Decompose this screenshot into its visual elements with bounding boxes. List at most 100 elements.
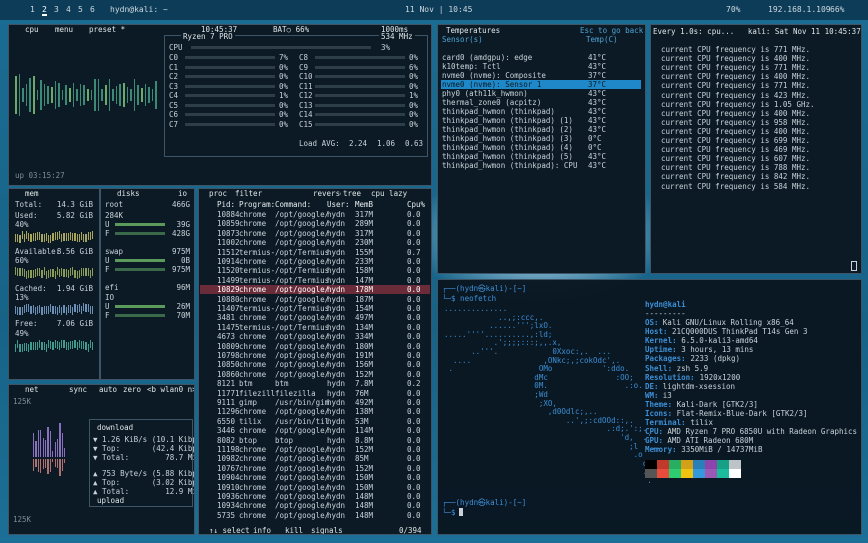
process-cell: 10767 (217, 463, 240, 473)
process-cell: 230M (355, 238, 374, 248)
prompt: ┌──(hydn㉿kali)-[~] (442, 284, 527, 293)
process-cell: chrome (239, 228, 267, 238)
palette-swatch (681, 460, 693, 469)
info-key: Icons: (645, 409, 673, 418)
panel-tab: net (23, 385, 41, 394)
mem-graph (26, 231, 28, 240)
process-cell: hydn (327, 435, 346, 445)
mem-graph (83, 234, 85, 243)
mem-graph (70, 305, 72, 314)
process-cell: 10850 (217, 360, 240, 370)
process-cell: 11198 (217, 445, 240, 454)
core-usage: 1% (279, 91, 289, 100)
process-cell: gimp (239, 398, 258, 407)
core-usage: 0% (279, 110, 289, 119)
net-graph (47, 426, 49, 457)
cpu-panel: cpu menu preset * 10:45:37 BAT○ 66% 1000ms Ryz… (8, 24, 432, 186)
net-graph (47, 459, 49, 475)
core-usage: 0% (409, 119, 419, 129)
core-label: C5 (169, 100, 179, 110)
mem-graph (63, 268, 65, 277)
process-cell: hydn (327, 304, 346, 313)
process-cell: 180M (355, 341, 374, 351)
process-cell: 0.0 (407, 473, 421, 483)
mem-label: Available: (15, 247, 61, 256)
panel-tab: preset * (87, 25, 128, 34)
logo-line: .... ,ONkc;,;cokOdc',. (444, 355, 621, 365)
process-cell: 0.0 (407, 435, 421, 445)
mem-graph (56, 341, 58, 350)
disk-label: F (105, 265, 110, 274)
process-cell: chrome (239, 341, 267, 351)
mem-graph (28, 343, 30, 352)
mem-graph (78, 304, 80, 313)
net-graph (54, 459, 56, 467)
column-header: User: (327, 200, 350, 209)
mem-graph (72, 306, 74, 315)
prompt: ┌──(hydn㉿kali)-[~] (442, 498, 527, 507)
sensor-name: thinkpad_hwmon (thinkpad): CPU (442, 161, 578, 170)
disk-value: 70M (176, 311, 190, 320)
mem-graph (65, 342, 67, 351)
process-cell: 187M (355, 294, 374, 304)
column-header: Sensor(s) (442, 35, 483, 44)
watch-line: current CPU frequency is 607 MHz. (661, 154, 811, 164)
process-cell: hydn (327, 510, 346, 520)
mem-graph (23, 234, 25, 243)
process-cell: 76M (355, 388, 369, 398)
cpu-graph (119, 84, 121, 106)
process-cell: chrome (239, 463, 267, 473)
mem-graph (19, 234, 21, 243)
mem-value: 5.82 GiB (56, 211, 93, 220)
process-cell: filezilla (275, 388, 316, 398)
process-cell: 148M (355, 510, 374, 520)
sensor-name: thinkpad_hwmon (thinkpad) (2) (442, 125, 573, 134)
process-cell: 334M (355, 332, 374, 342)
core-label: C9 (299, 62, 309, 72)
process-cell: hydn (327, 219, 346, 229)
process-cell: 114M (355, 426, 374, 436)
cpu-graph (65, 84, 67, 106)
process-cell: chrome (239, 294, 267, 304)
process-cell: chrome (239, 285, 267, 295)
process-cell: hydn (327, 492, 346, 501)
load-value: 1.06 (377, 139, 396, 148)
net-upload-label: upload (95, 496, 127, 505)
mem-label: Free: (15, 319, 38, 328)
net-graph (52, 451, 54, 457)
mem-graph (21, 343, 23, 352)
info-key: Shell: (645, 363, 673, 373)
cpu-graph (130, 88, 132, 102)
info-key: Packages: (645, 354, 686, 364)
sensor-name: card0 (amdgpu): edge (442, 53, 533, 62)
process-cell: 0.0 (407, 510, 421, 520)
logo-line: ;l .. (444, 441, 661, 451)
info-key: WM: (645, 390, 659, 400)
process-cell: hydn (327, 238, 346, 248)
info-key: Memory: (645, 445, 677, 455)
mem-graph (74, 269, 76, 278)
disk-label: swap (105, 247, 124, 256)
cpu-graph (72, 82, 75, 108)
process-cell: 9111 (217, 398, 236, 407)
cpu-graph (87, 88, 89, 102)
core-bar-track (185, 113, 275, 116)
mem-graph (26, 342, 28, 351)
process-cell: 3446 (217, 426, 236, 436)
process-cell: 0.0 (407, 351, 421, 360)
cpu-inner-box (164, 35, 428, 157)
process-cell: hydn (327, 313, 346, 323)
process-cell: 0.0 (407, 445, 421, 454)
neofetch-separator: --------- (645, 309, 686, 318)
process-cell: 148M (355, 501, 374, 511)
mem-graph (48, 305, 50, 314)
disk-label: IO (105, 293, 115, 302)
process-cell: 178M (355, 285, 374, 295)
mem-graph (89, 231, 91, 240)
core-usage: 0% (279, 100, 289, 110)
column-header: Pid: (217, 200, 236, 209)
palette-swatch (717, 460, 729, 469)
process-cell: 4673 (217, 332, 236, 342)
logo-line: .';;;;:::;,,.x, (444, 338, 562, 348)
core-label: C7 (169, 119, 179, 129)
